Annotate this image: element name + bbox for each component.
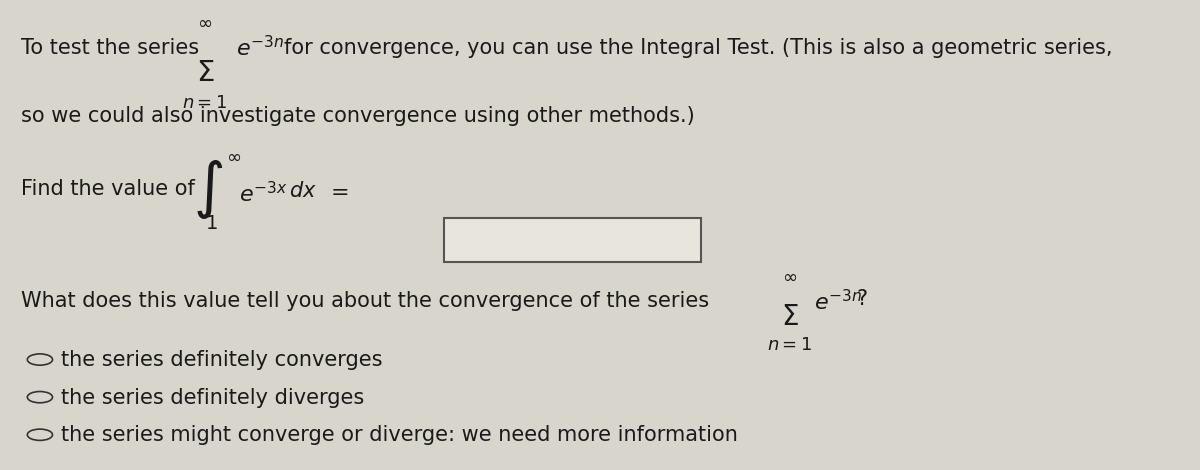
Text: $\int$: $\int$: [193, 157, 223, 221]
Text: $e^{-3x}$: $e^{-3x}$: [240, 181, 288, 206]
Text: $\Sigma$: $\Sigma$: [781, 303, 799, 331]
Text: $\infty$: $\infty$: [782, 268, 798, 286]
FancyBboxPatch shape: [444, 218, 701, 262]
Text: so we could also investigate convergence using other methods.): so we could also investigate convergence…: [22, 106, 695, 126]
Text: $n{=}1$: $n{=}1$: [182, 94, 228, 112]
Text: $=$: $=$: [325, 181, 348, 201]
Text: Find the value of: Find the value of: [22, 179, 194, 199]
Text: ?: ?: [856, 289, 868, 309]
Text: $dx$: $dx$: [289, 181, 317, 201]
Text: $\infty$: $\infty$: [197, 14, 212, 32]
Text: $e^{-3n}$: $e^{-3n}$: [814, 289, 863, 314]
Text: To test the series: To test the series: [22, 38, 199, 58]
Text: $\Sigma$: $\Sigma$: [196, 59, 214, 87]
Text: for convergence, you can use the Integral Test. (This is also a geometric series: for convergence, you can use the Integra…: [283, 38, 1112, 58]
Text: $n{=}1$: $n{=}1$: [767, 336, 812, 354]
Text: $\infty$: $\infty$: [226, 148, 241, 166]
Text: $e^{-3n}$: $e^{-3n}$: [236, 35, 284, 61]
Text: the series definitely converges: the series definitely converges: [61, 350, 383, 370]
Text: $1$: $1$: [205, 214, 217, 233]
Text: the series definitely diverges: the series definitely diverges: [61, 388, 364, 408]
Text: What does this value tell you about the convergence of the series: What does this value tell you about the …: [22, 291, 709, 312]
Text: the series might converge or diverge: we need more information: the series might converge or diverge: we…: [61, 425, 738, 446]
